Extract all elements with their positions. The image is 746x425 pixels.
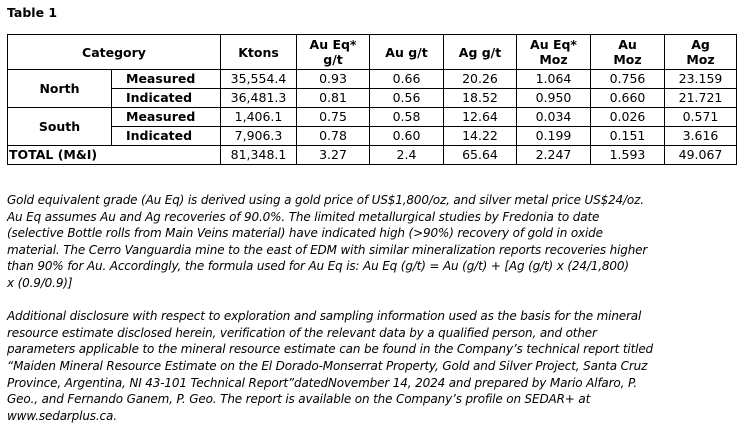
table-cell: 81,348.1 (220, 145, 297, 165)
table-cell: 1.064 (516, 69, 591, 89)
table-cell: 18.52 (443, 88, 517, 108)
disclosure-note: Additional disclosure with respect to ex… (7, 308, 653, 424)
table-cell: 2.4 (369, 145, 444, 165)
header-ag-moz: Ag Moz (664, 34, 737, 70)
table-cell: 1.593 (590, 145, 665, 165)
note-line: Au Eq assumes Au and Ag recoveries of 90… (7, 209, 600, 224)
total-label: TOTAL (M&I) (7, 145, 221, 165)
category-label: Measured (111, 69, 221, 89)
footnotes: Gold equivalent grade (Au Eq) is derived… (7, 192, 653, 424)
header-row: Category Ktons Au Eq* g/t Au g/t Ag g/t A… (7, 34, 737, 70)
table-row: North Measured 35,554.4 0.93 0.66 20.26 1.064 0… (7, 69, 737, 108)
table-cell: 0.78 (296, 126, 370, 146)
header-text: Au Eq* (530, 37, 577, 52)
table-cell: 0.81 (296, 88, 370, 108)
note-line: Geo., and Fernando Ganem, P. Geo. The re… (7, 392, 591, 407)
table-cell: 7,906.3 (220, 126, 297, 146)
note-line: Additional disclosure with respect to ex… (7, 309, 642, 324)
header-text: Au (618, 37, 637, 52)
category-label: Indicated (111, 88, 221, 108)
table-cell: 14.22 (443, 126, 517, 146)
table-cell: 0.756 (590, 69, 665, 89)
note-line: Gold equivalent grade (Au Eq) is derived… (7, 193, 644, 207)
table-cell: 65.64 (443, 145, 517, 165)
table-cell: 0.199 (516, 126, 591, 146)
table-cell: 0.034 (516, 107, 591, 127)
header-text: Category (82, 44, 146, 60)
table-cell: 0.93 (296, 69, 370, 89)
table-cell: 12.64 (443, 107, 517, 127)
table-cell: 3.616 (664, 126, 737, 146)
note-line: resource estimate disclosed herein, veri… (7, 325, 597, 340)
header-text: Ag (691, 37, 710, 52)
table-cell: 0.60 (369, 126, 444, 146)
table-cell: 2.247 (516, 145, 591, 165)
note-line: Province, Argentina, NI 43-101 Technical… (7, 375, 638, 390)
table-title: Table 1 (7, 5, 58, 20)
table-cell: 0.58 (369, 107, 444, 127)
header-text: Moz (613, 52, 642, 67)
category-label: Measured (111, 107, 221, 127)
table-cell: 49.067 (664, 145, 737, 165)
header-aueq-gt: Au Eq* g/t (296, 34, 370, 70)
header-text: Au Eq* (309, 37, 357, 52)
table-cell: 0.571 (664, 107, 737, 127)
header-au-moz: Au Moz (590, 34, 665, 70)
table-cell: 0.75 (296, 107, 370, 127)
region-label: South (7, 107, 112, 146)
header-category: Category (7, 34, 221, 70)
note-line: parameters applicable to the mineral res… (7, 342, 654, 357)
table-cell: 0.151 (590, 126, 665, 146)
table-cell: 0.026 (590, 107, 665, 127)
header-text: Ag g/t (458, 44, 502, 60)
table-cell: 35,554.4 (220, 69, 297, 89)
table-cell: 0.660 (590, 88, 665, 108)
note-line: than 90% for Au. Accordingly, the formul… (7, 259, 629, 274)
table-cell: 23.159 (664, 69, 737, 89)
header-text: Au g/t (385, 44, 428, 60)
table-cell: 36,481.3 (220, 88, 297, 108)
header-au-gt: Au g/t (369, 34, 444, 70)
header-text: Moz (686, 52, 715, 67)
header-text: g/t (323, 52, 343, 67)
total-row: TOTAL (M&I) 81,348.1 3.27 2.4 65.64 2.247 1.59… (7, 145, 737, 165)
table-cell: 1,406.1 (220, 107, 297, 127)
region-label: North (7, 69, 112, 108)
category-label: Indicated (111, 126, 221, 146)
note-line: (selective Bottle rolls from Main Veins … (7, 226, 603, 241)
table-cell: 20.26 (443, 69, 517, 89)
note-line: material. The Cerro Vanguardia mine to t… (7, 242, 648, 257)
header-aueq-moz: Au Eq* Moz (516, 34, 591, 70)
header-ag-gt: Ag g/t (443, 34, 517, 70)
header-ktons: Ktons (220, 34, 297, 70)
mineral-resource-table: Category Ktons Au Eq* g/t Au g/t Ag g/t A… (7, 34, 737, 165)
table-cell: 0.66 (369, 69, 444, 89)
table-cell: 0.950 (516, 88, 591, 108)
table-cell: 3.27 (296, 145, 370, 165)
table-row: Indicated 7,906.3 0.78 0.60 14.22 0.199 0.151 3… (8, 126, 737, 146)
table-cell: 0.56 (369, 88, 444, 108)
header-text: Moz (539, 52, 568, 67)
table-cell: 21.721 (664, 88, 737, 108)
header-text: Ktons (238, 44, 279, 60)
note-line: x (0.9/0.9)] (7, 275, 73, 290)
au-eq-note: Gold equivalent grade (Au Eq) is derived… (7, 192, 653, 292)
table-row: Indicated 36,481.3 0.81 0.56 18.52 0.950 0.660… (8, 88, 737, 108)
note-line: “Maiden Mineral Resource Estimate on the… (7, 358, 648, 373)
table-row: South Measured 1,406.1 0.75 0.58 12.64 0.034 0.… (7, 107, 737, 146)
note-line: www.sedarplus.ca. (7, 408, 117, 423)
